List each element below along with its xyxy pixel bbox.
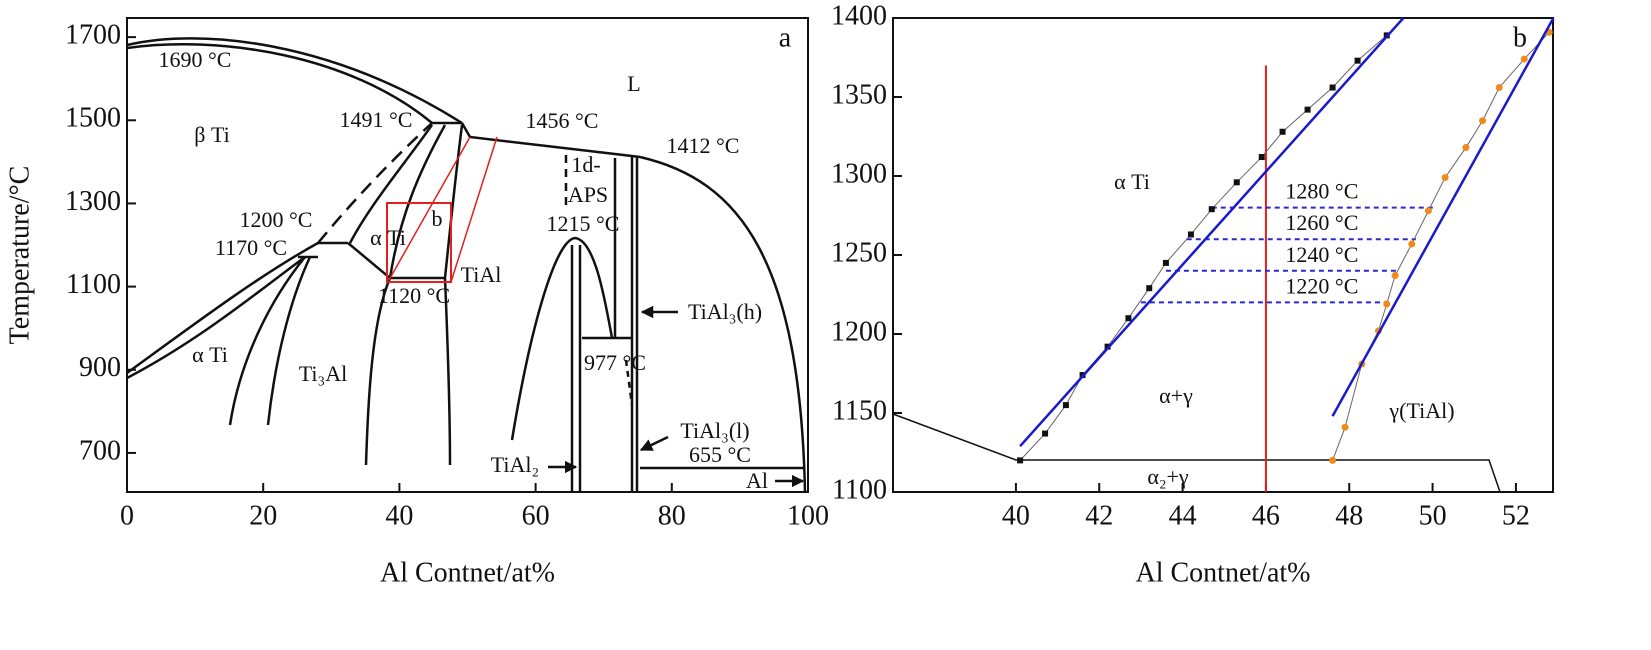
point <box>1304 106 1311 113</box>
x-tick-label: 52 <box>1502 500 1530 531</box>
annotations-b: α Ti α+γ γ(TiAl) α₂+γ <box>1114 169 1454 489</box>
y-tick-label: 1500 <box>65 103 121 134</box>
annotation: Al <box>746 468 768 493</box>
point <box>1391 272 1399 280</box>
point <box>1479 117 1487 125</box>
annotation: TiAl <box>461 262 502 287</box>
x-tick-label: 50 <box>1419 500 1447 531</box>
x-tick-label: 44 <box>1169 500 1197 531</box>
point <box>1462 144 1470 152</box>
annotation: α Ti <box>1114 169 1150 194</box>
y-tick-label: 1250 <box>831 237 887 268</box>
y-tick-label: 700 <box>79 435 121 466</box>
annotation: TiAl₂ <box>491 452 539 477</box>
fit-line <box>1331 17 1555 417</box>
y-tick-label: 1200 <box>831 316 887 347</box>
isotherm-label: 1220 °C <box>1285 273 1358 298</box>
annotation: 655 °C <box>689 442 751 467</box>
x-tick-label: 46 <box>1252 500 1280 531</box>
annotation: α+γ <box>1159 383 1193 408</box>
y-tick-label: 900 <box>79 352 121 383</box>
annotation: 1d- <box>571 152 600 177</box>
x-tick-label: 20 <box>249 500 277 531</box>
panel-label: a <box>779 22 792 53</box>
annotation: 1170 °C <box>215 235 287 260</box>
annotation: 1215 °C <box>547 211 620 236</box>
annotation: TiAl₃(h) <box>688 299 762 324</box>
point <box>1279 128 1286 135</box>
x-tick-label: 40 <box>1002 500 1030 531</box>
fit-line <box>1019 17 1405 448</box>
x-tick-label: 100 <box>787 500 829 531</box>
annotation: L <box>627 71 640 96</box>
y-tick-label: 1300 <box>65 186 121 217</box>
x-tick-label: 0 <box>120 500 134 531</box>
annotation: β Ti <box>194 122 229 147</box>
isotherm-label: 1280 °C <box>1285 179 1358 204</box>
point <box>1424 207 1432 215</box>
x-tick-label: 42 <box>1085 500 1113 531</box>
annotation: 1690 °C <box>159 47 232 72</box>
point <box>1042 430 1049 437</box>
panel-label: b <box>1513 22 1527 53</box>
x-axis-label: Al Contnet/at% <box>380 557 555 588</box>
y-tick-label: 1100 <box>832 474 887 505</box>
annotation: 1491 °C <box>340 107 413 132</box>
annotation: α Ti <box>192 342 228 367</box>
point <box>1329 84 1336 91</box>
point <box>1383 300 1391 308</box>
phase-boundaries <box>126 37 807 493</box>
point <box>1146 285 1153 292</box>
series-line <box>1332 31 1550 461</box>
annotation: α Ti <box>370 225 406 250</box>
annotations-a: 1690 °C β Ti 1491 °C 1456 °C 1412 °C L 1… <box>159 47 768 493</box>
annotation: TiAl₃(l) <box>680 418 749 443</box>
y-tick-label: 1350 <box>831 79 887 110</box>
y-tick-label: 1150 <box>832 395 887 426</box>
point <box>1408 240 1416 248</box>
x-tick-label: 80 <box>658 500 686 531</box>
y-axis-label: Temperature/°C <box>4 166 35 345</box>
y-tick-label: 1100 <box>66 269 121 300</box>
annotation: 1412 °C <box>667 133 740 158</box>
y-tick-label: 1700 <box>65 20 121 51</box>
y-tick-label: 1400 <box>831 0 887 31</box>
annotation: b <box>432 206 443 231</box>
x-axis-label: Al Contnet/at% <box>1136 557 1311 588</box>
point <box>1233 179 1240 186</box>
annotation: 977 °C <box>584 350 646 375</box>
point <box>1125 315 1132 322</box>
x-tick-label: 40 <box>385 500 413 531</box>
point <box>1329 456 1337 464</box>
x-tick-label: 60 <box>522 500 550 531</box>
point <box>1258 154 1265 161</box>
y-tick-label: 1300 <box>831 158 887 189</box>
point <box>1341 423 1349 431</box>
plot-frame <box>126 17 809 493</box>
point <box>1208 206 1215 213</box>
annotation: 1120 °C <box>378 283 450 308</box>
point <box>1162 259 1169 266</box>
annotation: APS <box>568 182 608 207</box>
point <box>1017 457 1024 464</box>
point <box>1187 231 1194 238</box>
annotation: 1456 °C <box>526 108 599 133</box>
point <box>1354 57 1361 64</box>
x-tick-label: 48 <box>1335 500 1363 531</box>
point <box>1062 402 1069 409</box>
annotation: 1200 °C <box>240 207 313 232</box>
isotherm-label: 1240 °C <box>1285 242 1358 267</box>
annotation: γ(TiAl) <box>1388 398 1454 423</box>
isotherm-label: 1260 °C <box>1285 210 1358 235</box>
point <box>1495 84 1503 92</box>
point <box>1520 55 1528 63</box>
annotation: Ti₃Al <box>299 361 347 386</box>
point <box>1441 174 1449 182</box>
